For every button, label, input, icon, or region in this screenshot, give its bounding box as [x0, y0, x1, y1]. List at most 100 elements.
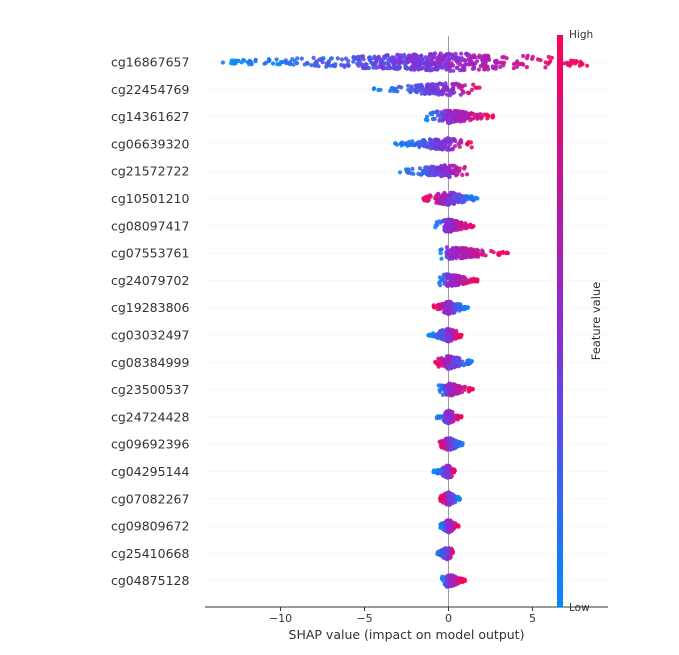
- shap-point: [546, 54, 551, 60]
- feature-label: cg04875128: [111, 573, 189, 588]
- shap-point: [430, 138, 435, 143]
- shap-point: [442, 471, 447, 476]
- shap-point: [429, 173, 434, 178]
- shap-point: [456, 523, 461, 528]
- shap-point: [438, 279, 443, 284]
- shap-point: [363, 62, 368, 67]
- shap-point: [574, 59, 579, 64]
- shap-point: [427, 68, 432, 73]
- shap-point: [448, 555, 453, 560]
- shap-point: [367, 55, 372, 60]
- shap-point: [543, 65, 548, 70]
- shap-point: [446, 202, 451, 207]
- shap-point: [441, 116, 446, 121]
- shap-point: [450, 146, 455, 151]
- shap-point: [436, 356, 441, 361]
- shap-point: [491, 250, 496, 255]
- shap-point: [290, 57, 295, 62]
- shap-point: [451, 470, 457, 475]
- shap-point: [524, 56, 530, 61]
- shap-point: [481, 56, 486, 61]
- shap-point: [451, 419, 456, 424]
- shap-point: [426, 333, 431, 338]
- shap-point: [425, 198, 430, 204]
- shap-point: [399, 85, 404, 90]
- shap-point: [468, 224, 473, 229]
- shap-point: [346, 63, 351, 68]
- shap-point: [239, 60, 244, 65]
- shap-point: [442, 309, 447, 314]
- shap-point: [457, 497, 462, 503]
- feature-points-cg03032497: [426, 327, 464, 344]
- feature-points-cg04875128: [439, 573, 468, 589]
- shap-point: [392, 87, 397, 92]
- feature-points-cg07553761: [438, 245, 510, 262]
- shap-point: [432, 470, 437, 475]
- shap-point: [320, 56, 325, 61]
- shap-point: [454, 65, 459, 70]
- shap-point: [305, 61, 310, 66]
- shap-point: [431, 86, 436, 91]
- shap-point: [496, 252, 501, 257]
- shap-point: [500, 249, 505, 255]
- shap-point: [436, 144, 442, 149]
- shap-point: [408, 90, 413, 95]
- shap-point: [444, 392, 449, 397]
- feature-points-cg25410668: [435, 546, 455, 562]
- shap-point: [451, 355, 457, 360]
- shap-point: [498, 64, 503, 70]
- shap-point: [448, 354, 453, 359]
- shap-point: [422, 168, 427, 173]
- shap-point: [442, 553, 447, 559]
- shap-point: [369, 61, 375, 66]
- shap-point: [499, 60, 504, 65]
- feature-label: cg24724428: [111, 409, 189, 424]
- shap-point: [565, 60, 570, 65]
- shap-point: [406, 83, 411, 88]
- shap-point: [351, 59, 356, 64]
- shap-point: [511, 66, 516, 71]
- shap-point: [362, 66, 367, 71]
- shap-point: [404, 66, 410, 71]
- shap-point: [445, 364, 450, 370]
- feature-label: cg03032497: [111, 328, 189, 343]
- shap-point: [366, 65, 372, 71]
- shap-point: [455, 441, 461, 446]
- shap-point: [433, 63, 438, 68]
- shap-point: [437, 415, 442, 420]
- shap-point: [229, 58, 234, 63]
- shap-point: [416, 67, 421, 72]
- shap-point: [433, 196, 438, 201]
- shap-point: [428, 146, 433, 151]
- shap-point: [372, 54, 377, 59]
- shap-point: [440, 361, 446, 366]
- shap-point: [446, 173, 452, 178]
- shap-point: [445, 412, 450, 417]
- shap-point: [585, 63, 590, 68]
- shap-point: [493, 60, 498, 65]
- shap-point: [446, 527, 451, 533]
- colorbar: High Low Feature value: [557, 29, 603, 614]
- shap-point: [469, 145, 474, 150]
- shap-point: [437, 275, 442, 280]
- shap-point: [404, 59, 409, 64]
- shap-point: [426, 173, 431, 178]
- shap-point: [447, 311, 452, 316]
- shap-point: [458, 138, 464, 143]
- colorbar-title: Feature value: [589, 282, 603, 361]
- shap-point: [469, 359, 474, 364]
- shap-point: [443, 499, 448, 504]
- shap-point: [461, 274, 466, 280]
- shap-point: [448, 469, 453, 474]
- shap-point: [425, 194, 430, 199]
- shap-point: [473, 85, 478, 90]
- shap-point: [440, 139, 446, 144]
- shap-point: [291, 62, 296, 67]
- shap-point: [451, 248, 456, 253]
- shap-point: [468, 249, 473, 254]
- shap-point: [473, 55, 478, 60]
- shap-point: [447, 57, 452, 62]
- shap-point: [445, 138, 450, 143]
- shap-point: [448, 579, 453, 584]
- shap-point: [450, 275, 455, 280]
